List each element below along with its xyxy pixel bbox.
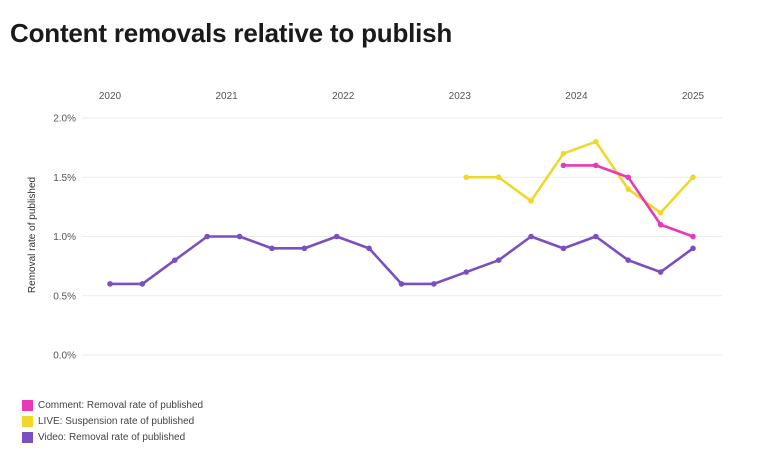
data-point[interactable] [625,174,632,181]
data-point[interactable] [301,245,308,252]
legend-label-video: Video: Removal rate of published [38,431,186,443]
data-point[interactable] [690,174,696,181]
x-tick-label: 2021 [215,91,238,102]
legend-item-live[interactable]: LIVE: Suspension rate of published [22,413,203,429]
y-tick-label: 1.5% [53,173,76,184]
series-line [108,235,695,286]
y-tick-label: 1.0% [53,232,76,243]
data-point[interactable] [463,174,470,181]
x-tick-label: 2022 [332,91,355,102]
data-point[interactable] [560,150,567,157]
legend-swatch-video [22,431,33,443]
series-line [464,140,695,215]
data-point[interactable] [107,281,113,287]
data-point[interactable] [139,281,146,287]
data-point[interactable] [398,281,405,287]
data-point[interactable] [593,138,599,145]
data-point[interactable] [366,245,372,252]
data-point[interactable] [171,257,178,264]
data-point[interactable] [625,186,632,192]
data-point[interactable] [236,233,243,240]
data-point[interactable] [657,221,664,228]
x-axis-ticks: 2020 2021 2022 2023 2024 2025 [99,91,705,102]
legend-swatch-live [22,415,33,427]
series-live [463,138,696,216]
y-axis-ticks: 0.0% 0.5% 1.0% 1.5% 2.0% [53,114,76,362]
y-tick-label: 0.5% [53,291,76,302]
data-point[interactable] [690,245,696,252]
data-point[interactable] [657,269,664,275]
legend-item-video[interactable]: Video: Removal rate of published [22,429,203,445]
data-point[interactable] [657,210,664,216]
data-point[interactable] [204,233,210,240]
series-video [107,233,696,287]
data-point[interactable] [495,174,502,181]
grid-lines [82,117,722,356]
data-point[interactable] [528,233,534,240]
y-tick-label: 2.0% [53,114,76,125]
data-point[interactable] [528,198,534,204]
data-point[interactable] [333,233,340,240]
data-point[interactable] [690,233,696,240]
legend-item-comment[interactable]: Comment: Removal rate of published [22,397,203,413]
x-tick-label: 2020 [99,91,122,102]
chart-title: Content removals relative to publish [10,18,453,48]
x-tick-label: 2024 [565,91,588,102]
legend-label-live: LIVE: Suspension rate of published [38,415,195,427]
data-point[interactable] [625,257,632,264]
y-axis-label: Removal rate of published [27,177,38,293]
y-tick-label: 0.0% [53,351,76,362]
data-point[interactable] [431,281,437,287]
series-lines [107,138,696,287]
legend-label-comment: Comment: Removal rate of published [38,399,204,411]
series-comment [560,162,696,240]
x-tick-label: 2023 [449,91,472,102]
data-point[interactable] [593,233,599,240]
x-tick-label: 2025 [682,91,705,102]
data-point[interactable] [463,269,470,275]
legend-swatch-comment [22,399,33,411]
data-point[interactable] [560,162,567,169]
data-point[interactable] [269,245,275,252]
data-point[interactable] [495,257,502,264]
legend: Comment: Removal rate of published LIVE:… [22,397,203,445]
data-point[interactable] [593,162,599,169]
data-point[interactable] [560,245,567,252]
